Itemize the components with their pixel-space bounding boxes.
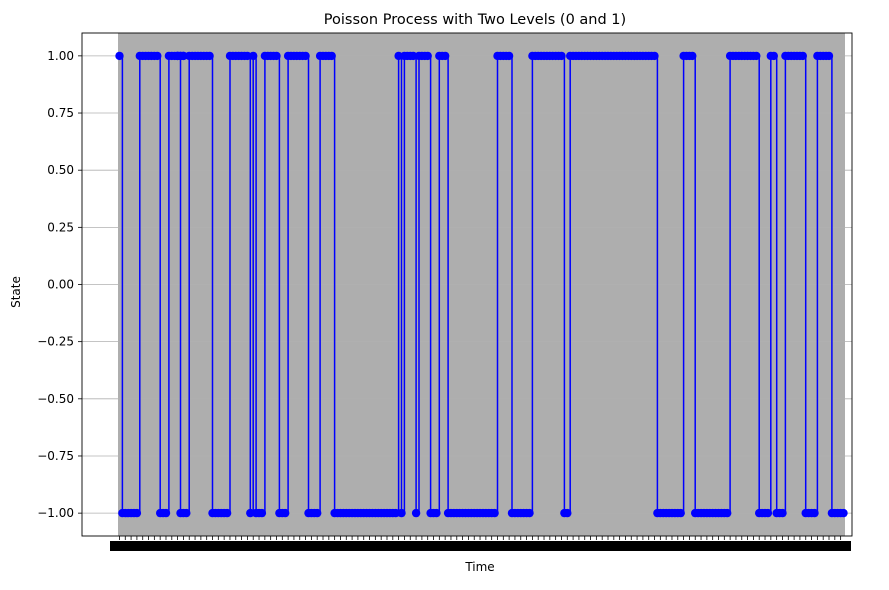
data-point [432, 508, 441, 518]
data-point [650, 51, 659, 61]
y-tick-label: 0.00 [47, 278, 74, 292]
data-point [222, 508, 232, 518]
data-point [205, 51, 214, 61]
plot-area: 1.00 0.75 0.50 0.25 0.00 −0.25 −0.50 −0.75 −1.00 [37, 32, 853, 551]
data-point [839, 508, 848, 518]
data-point [798, 51, 807, 61]
data-point [327, 51, 336, 61]
data-point [769, 51, 778, 61]
y-tick-label: 0.25 [47, 220, 74, 234]
data-point [301, 51, 310, 61]
data-point [423, 51, 432, 61]
data-point [161, 508, 171, 518]
data-point [525, 508, 534, 518]
data-point [179, 51, 188, 61]
data-point [153, 51, 162, 61]
y-tick-label: 0.75 [47, 106, 74, 120]
data-point [688, 51, 697, 61]
data-point [490, 508, 499, 518]
data-point [409, 51, 418, 61]
axes-frame [81, 32, 853, 537]
data-point [394, 51, 403, 61]
data-point [391, 508, 400, 518]
y-tick-label: −0.75 [37, 449, 74, 463]
chart-title: Poisson Process with Two Levels (0 and 1… [324, 12, 626, 28]
data-point [763, 508, 773, 518]
data-point [257, 508, 267, 518]
data-point [504, 51, 514, 61]
y-tick-label: 1.00 [47, 49, 74, 63]
data-point [824, 51, 834, 61]
data-point [397, 508, 406, 518]
data-point [243, 51, 252, 61]
data-point [246, 508, 255, 518]
y-tick-label: −0.50 [37, 392, 74, 406]
data-point [313, 508, 322, 518]
data-point [249, 51, 258, 61]
data-point [778, 508, 787, 518]
y-tick-label: −0.25 [37, 335, 74, 349]
data-point [182, 508, 191, 518]
x-tick-labels-overlap [110, 541, 851, 551]
y-tick-label: −1.00 [37, 506, 74, 520]
data-point [132, 508, 142, 518]
data-point [411, 508, 421, 518]
y-tick-label: 0.50 [47, 163, 74, 177]
data-point [557, 51, 566, 61]
data-point [441, 51, 450, 61]
data-point [810, 508, 819, 518]
data-point [676, 508, 685, 518]
data-point [563, 508, 572, 518]
data-point [723, 508, 732, 518]
data-point [752, 51, 761, 61]
y-axis-label: State [9, 276, 23, 308]
data-point [272, 51, 281, 61]
data-point [281, 508, 290, 518]
x-axis-label: Time [464, 560, 494, 574]
data-point [173, 51, 182, 61]
data-point [115, 51, 124, 61]
